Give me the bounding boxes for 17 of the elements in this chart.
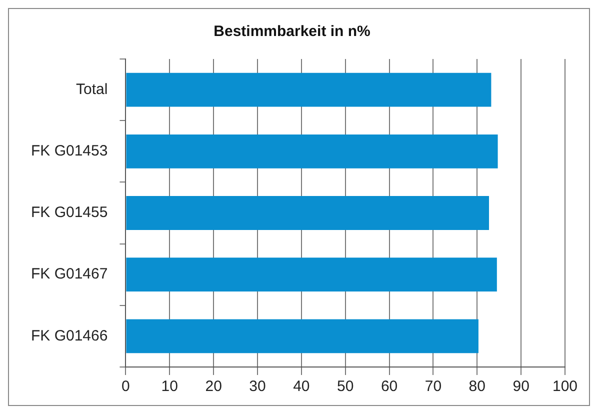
chart-title: Bestimmbarkeit in n%: [214, 23, 370, 40]
y-tick-label: Total: [76, 80, 108, 98]
x-tick-label: 30: [249, 378, 266, 396]
y-tick-label: FK G01467: [30, 266, 108, 283]
x-tick-label: 100: [552, 378, 578, 396]
x-tick-label: 60: [380, 378, 398, 396]
x-tick-label: 40: [293, 378, 310, 396]
x-tick-label: 0: [122, 378, 130, 396]
x-tick-label: 90: [512, 378, 530, 396]
x-tick-label: 80: [468, 378, 486, 396]
x-tick-label: 50: [337, 378, 354, 396]
y-tick-label: FK G01466: [30, 327, 108, 344]
x-tick-label: 70: [424, 378, 442, 396]
x-tick-label: 10: [161, 378, 178, 396]
x-tick-label: 20: [205, 378, 222, 396]
y-tick-label: FK G01455: [30, 204, 108, 222]
y-tick-label: FK G01453: [30, 142, 108, 160]
